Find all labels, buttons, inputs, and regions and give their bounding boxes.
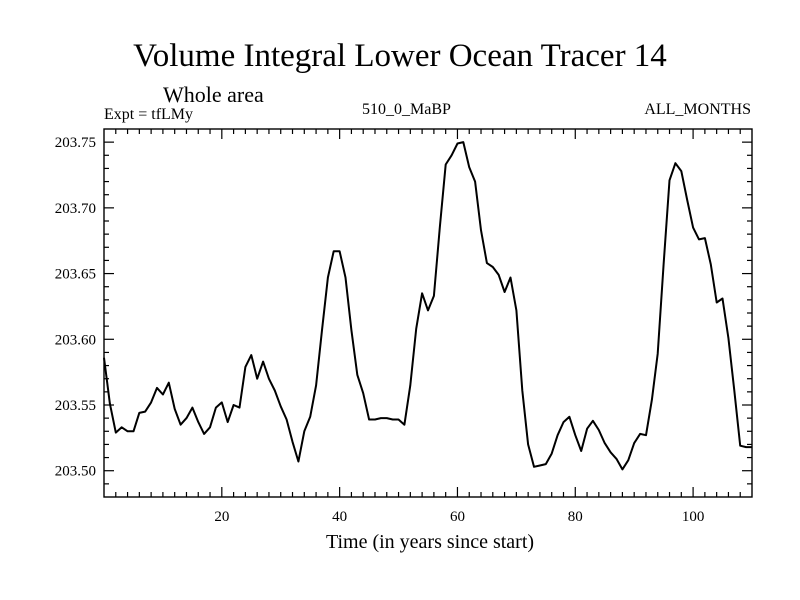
axis-ticks bbox=[104, 129, 752, 497]
chart-title: Volume Integral Lower Ocean Tracer 14 bbox=[133, 38, 667, 74]
x-tick-label: 80 bbox=[568, 509, 583, 525]
run-label: 510_0_MaBP bbox=[362, 101, 451, 118]
axis-tick-labels: 20 40 60 80 100 203.50 203.55 203.60 203.65 203.7… bbox=[55, 135, 705, 525]
y-tick-label: 203.70 bbox=[55, 201, 96, 217]
y-tick-label: 203.55 bbox=[55, 398, 96, 414]
y-tick-label: 203.65 bbox=[55, 267, 96, 283]
x-axis-label: Time (in years since start) bbox=[325, 531, 535, 553]
x-tick-label: 100 bbox=[682, 509, 705, 525]
x-tick-label: 60 bbox=[450, 509, 465, 525]
y-tick-label: 203.60 bbox=[55, 332, 96, 348]
region-label: Whole area bbox=[163, 82, 264, 107]
period-label: ALL_MONTHS bbox=[644, 101, 751, 118]
y-tick-label: 203.50 bbox=[55, 464, 96, 480]
x-tick-label: 20 bbox=[214, 509, 229, 525]
series-line-tracer-14 bbox=[103, 141, 752, 471]
plot-frame bbox=[103, 128, 753, 498]
experiment-label: Expt = tfLMy bbox=[104, 106, 194, 123]
x-tick-label: 40 bbox=[332, 509, 347, 525]
y-tick-label: 203.75 bbox=[55, 135, 96, 151]
